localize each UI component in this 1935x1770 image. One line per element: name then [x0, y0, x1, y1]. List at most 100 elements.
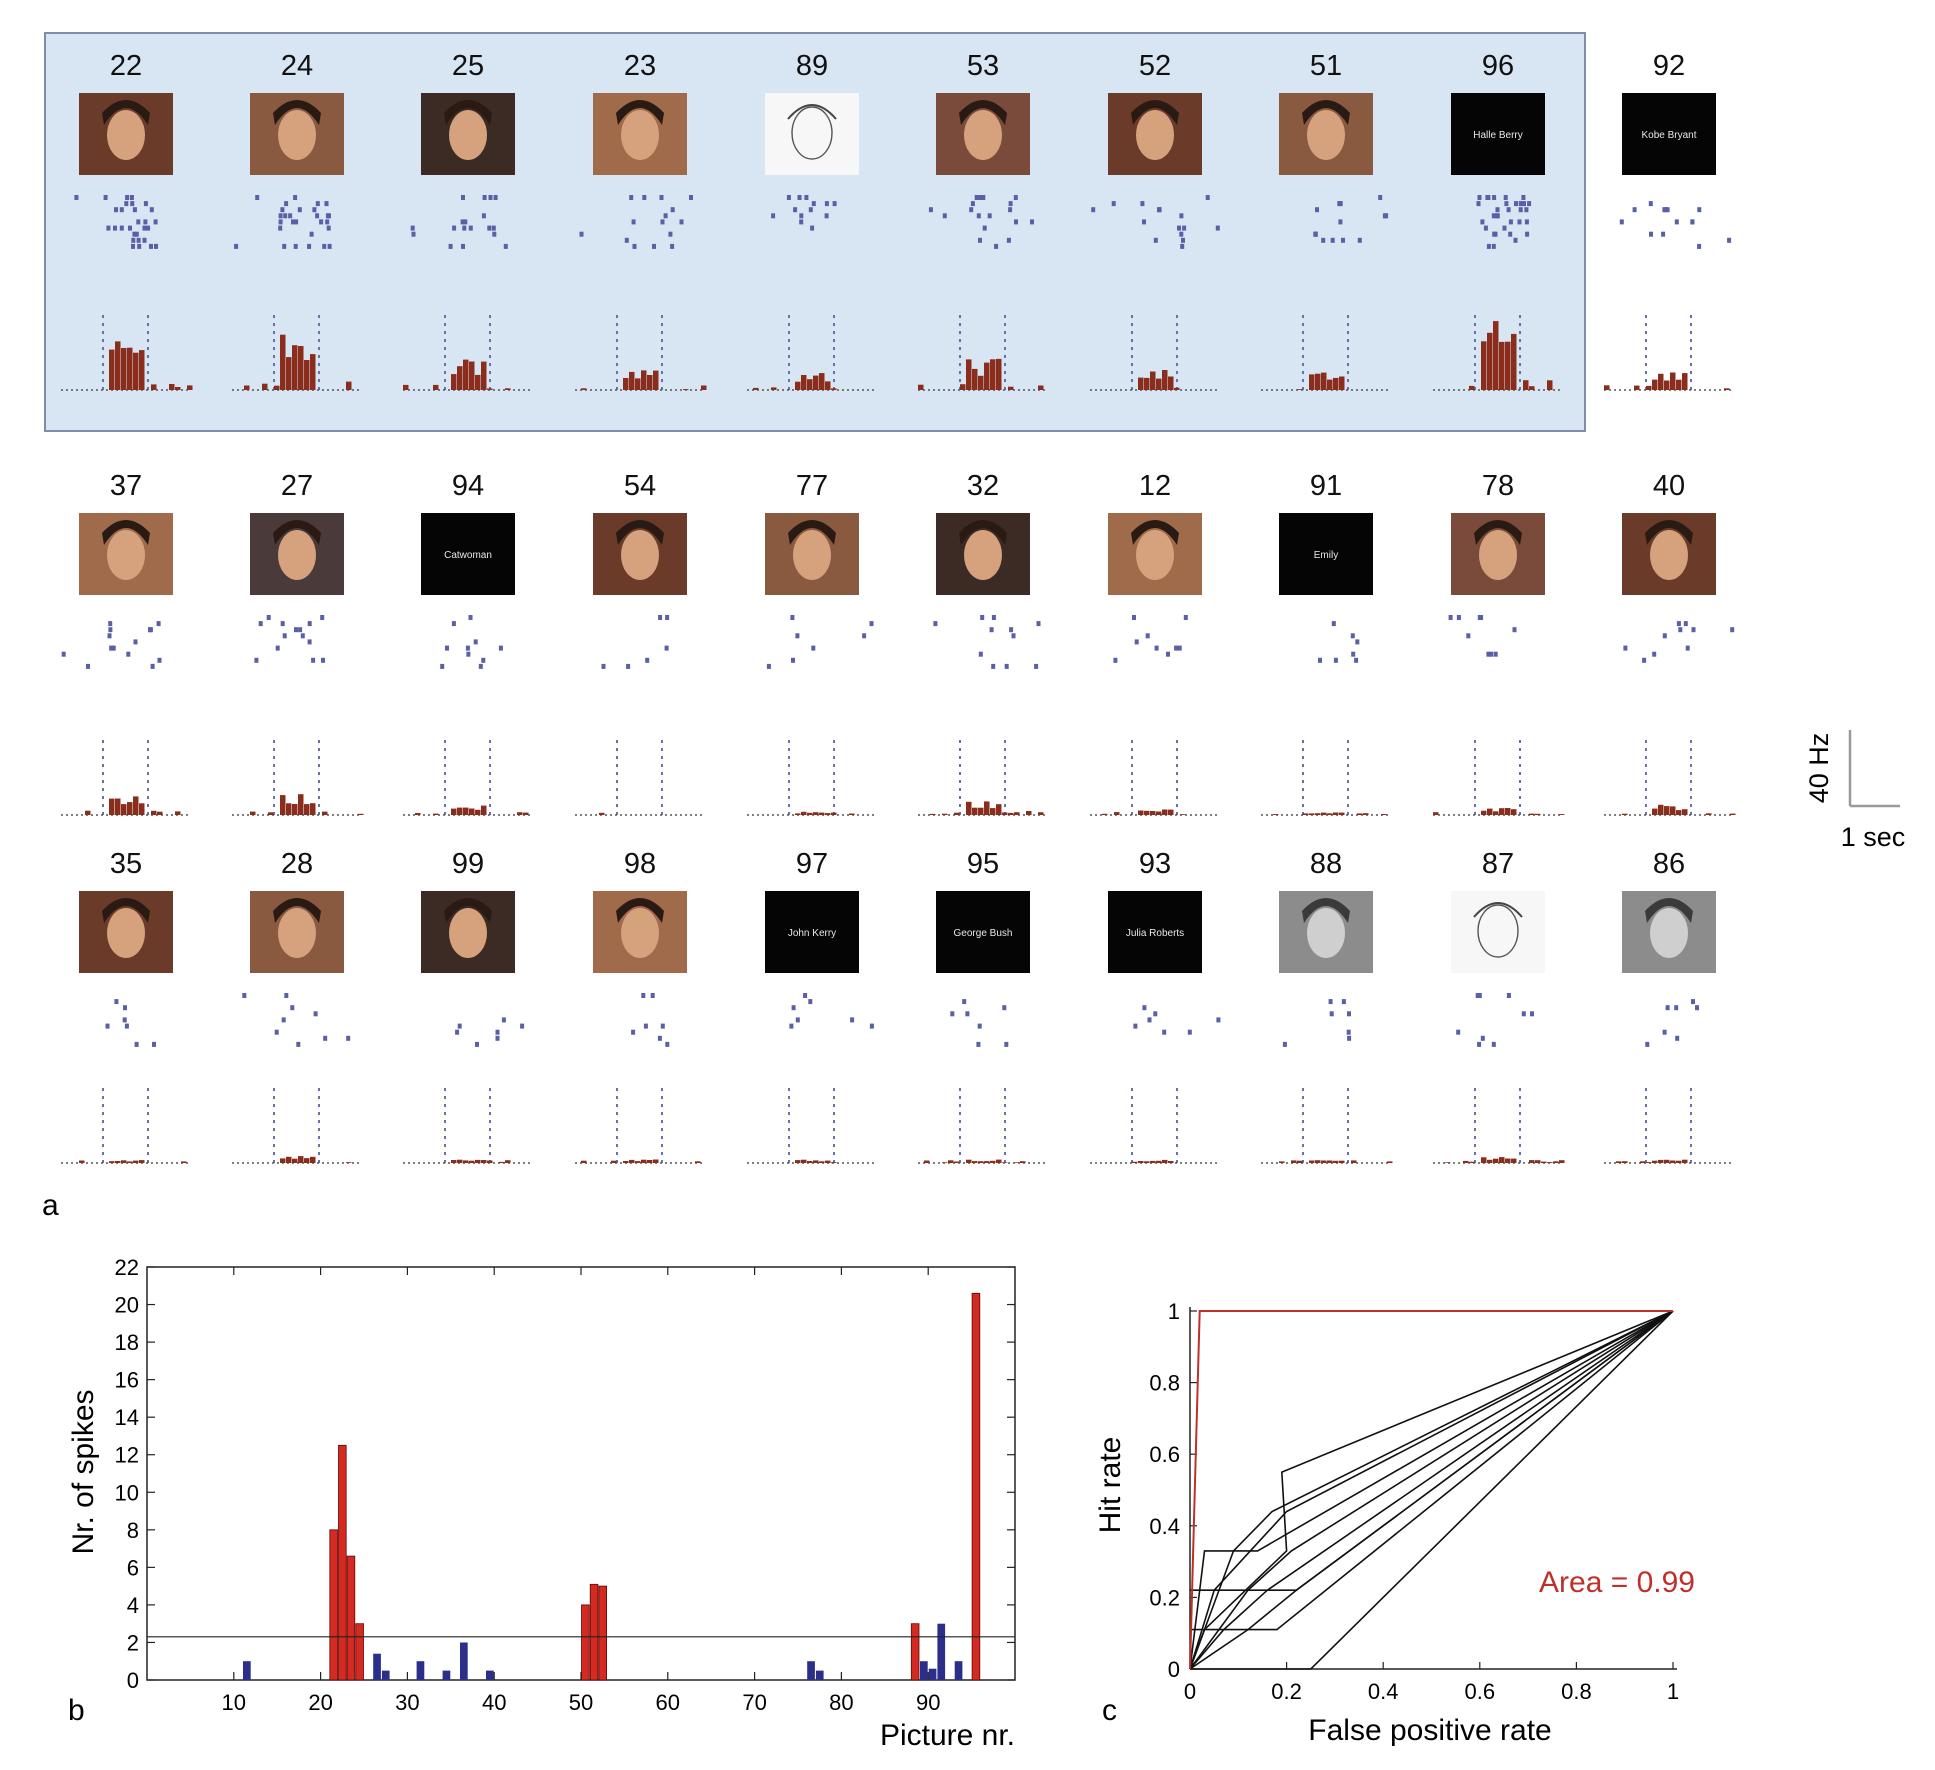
psth-bin: [1008, 812, 1014, 815]
psth-bin: [984, 1161, 990, 1163]
stimulus-cell: 97 John Kerry: [747, 848, 877, 1164]
psth-bin: [996, 358, 1002, 390]
psth-bin: [505, 388, 511, 390]
stimulus-cell: 88: [1261, 848, 1393, 1164]
spike-tick: [1132, 615, 1136, 620]
psth-bin: [1321, 812, 1327, 815]
bar-series: [243, 1292, 981, 1681]
spike-tick: [143, 219, 148, 225]
spike-tick: [1182, 225, 1187, 231]
spike-raster: [1282, 999, 1352, 1047]
psth-bin: [1682, 809, 1688, 815]
psth-bin: [79, 1160, 85, 1163]
psth-bin: [801, 375, 807, 390]
spike-tick: [1330, 237, 1335, 243]
bar: [346, 1555, 356, 1681]
spike-tick: [103, 195, 108, 200]
psth-bin: [1604, 385, 1610, 390]
psth-bin: [1315, 813, 1321, 815]
psth-bin: [1730, 813, 1736, 815]
psth-bin: [1463, 1160, 1469, 1163]
stimulus-cell: 51: [1261, 50, 1391, 391]
spike-tick: [1524, 207, 1529, 213]
spike-tick: [657, 1035, 662, 1041]
psth-bin: [1559, 1160, 1565, 1163]
picture-number: 99: [452, 848, 484, 880]
spike-tick: [1318, 657, 1322, 663]
picture-number: 28: [281, 848, 313, 880]
text-stimulus: [1108, 891, 1202, 973]
spike-tick: [652, 243, 656, 249]
psth-bin: [457, 366, 463, 390]
picture-number: 86: [1653, 848, 1685, 880]
picture-number: 96: [1482, 50, 1514, 82]
spike-tick: [1011, 633, 1016, 639]
x-tick-label: 50: [569, 1690, 593, 1715]
spike-tick: [146, 225, 151, 231]
spike-tick: [1730, 627, 1735, 633]
spike-tick: [109, 645, 114, 651]
psth-bin: [641, 1159, 647, 1163]
psth-bin: [139, 350, 145, 390]
photo-hair: [788, 520, 836, 545]
psth-bin: [346, 381, 352, 390]
psth-histogram: [1261, 315, 1391, 391]
spike-tick: [1009, 627, 1014, 633]
spike-tick: [1282, 1041, 1287, 1047]
spike-tick: [1174, 645, 1179, 651]
spike-tick: [1486, 195, 1491, 200]
spike-tick: [1350, 633, 1355, 639]
x-axis-b: 10 20 30 40 50 60 70 80 90: [222, 1267, 940, 1715]
photo-hair: [102, 898, 150, 923]
psth-histogram: [403, 740, 533, 816]
spike-tick: [1525, 231, 1530, 237]
spike-tick: [1652, 651, 1657, 657]
photo-face: [1307, 908, 1345, 958]
spike-tick: [1674, 1005, 1679, 1011]
spike-tick: [689, 195, 693, 200]
stimulus-cell: 53: [918, 50, 1048, 391]
spike-tick: [325, 213, 330, 219]
spike-tick: [658, 615, 663, 620]
spike-tick: [1491, 213, 1496, 219]
spike-tick: [962, 999, 967, 1005]
psth-bin: [298, 794, 304, 815]
psth-bin: [807, 1161, 813, 1163]
psth-bin: [469, 1160, 475, 1163]
spike-tick: [1013, 195, 1018, 200]
picture-number: 92: [1653, 50, 1685, 82]
spike-tick: [1503, 195, 1508, 200]
spike-tick: [1512, 627, 1517, 633]
spike-tick: [579, 231, 584, 237]
stimulus-cell: 35: [61, 848, 191, 1164]
psth-bin: [1309, 1160, 1315, 1163]
spike-tick: [1205, 195, 1210, 200]
psth-bin: [1014, 1162, 1020, 1163]
psth-histogram: [575, 1088, 705, 1164]
psth-bin: [831, 388, 837, 390]
psth-bin: [517, 812, 523, 815]
spike-tick: [811, 201, 816, 207]
spike-tick: [1187, 1029, 1192, 1035]
spike-tick: [665, 615, 670, 620]
psth-histogram: [1604, 315, 1734, 391]
psth-bin: [127, 347, 133, 390]
spike-tick: [1502, 225, 1507, 231]
stimulus-cell: 23: [575, 50, 707, 391]
spike-raster: [1623, 621, 1735, 663]
psth-bin: [1616, 1161, 1622, 1163]
spike-tick: [122, 1017, 127, 1023]
spike-tick: [659, 195, 664, 200]
psth-bin: [831, 812, 837, 815]
psth-bin: [1511, 809, 1517, 815]
psth-bin: [1676, 1160, 1682, 1163]
spike-tick: [797, 195, 802, 200]
psth-bin: [990, 808, 996, 815]
spike-tick: [1331, 621, 1336, 627]
spike-tick: [1517, 219, 1522, 225]
picture-number: 53: [967, 50, 999, 82]
psth-bin: [1634, 385, 1640, 390]
psth-bin: [1150, 1160, 1156, 1163]
spike-tick: [451, 621, 456, 627]
